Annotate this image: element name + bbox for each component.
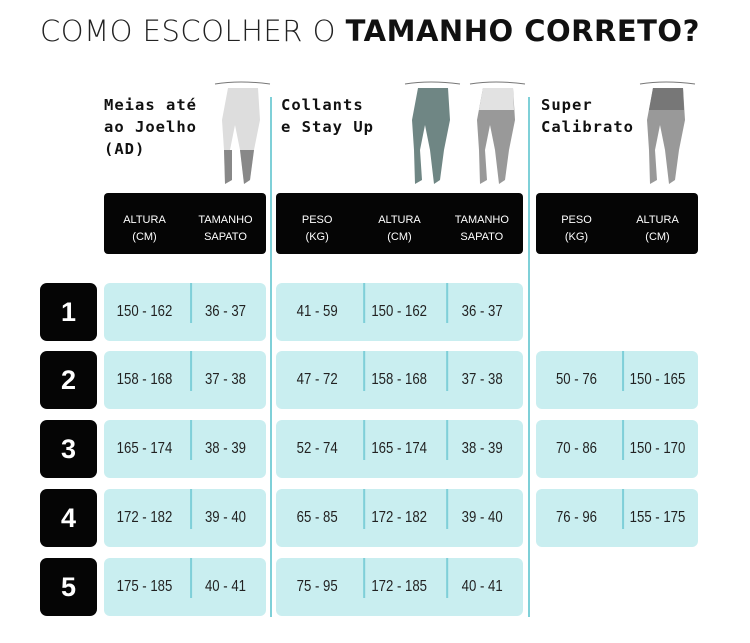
header-super-calibrato: PESO (KG) ALTURA (CM) [536,193,698,254]
table-cell: 150 - 170 [623,440,692,458]
table-row: 50 - 76 150 - 165 [536,351,698,409]
table-cell: 165 - 174 [116,440,173,457]
table-cell: 70 - 86 [555,440,598,457]
table-cell: 172 - 182 [365,509,435,527]
table-row: 172 - 182 39 - 40 [104,489,266,547]
table-cell: 38 - 39 [191,440,260,458]
table-cell: 41 - 59 [296,303,338,320]
stay-up-legs-illustration [469,81,526,184]
table-cell: 40 - 41 [191,578,260,596]
table-cell: 172 - 182 [116,509,173,526]
title-line: Collants [281,96,364,114]
title-line: Calibrato [541,118,634,136]
table-cell: 65 - 85 [296,509,338,526]
table-cell: 47 - 72 [296,371,338,388]
table-cell: 165 - 174 [365,440,435,458]
size-badge: 3 [40,420,97,478]
table-row: 65 - 85 172 - 182 39 - 40 [276,489,523,547]
table-cell: 155 - 175 [623,509,692,527]
table-cell: 76 - 96 [555,509,598,526]
table-cell: 158 - 168 [365,371,435,389]
title-line: e Stay Up [281,118,374,136]
title-line: ao Joelho [104,118,197,136]
col-header-peso: PESO (KG) [301,213,333,243]
table-row: 70 - 86 150 - 170 [536,420,698,478]
table-cell: 37 - 38 [447,371,517,389]
table-row: 165 - 174 38 - 39 [104,420,266,478]
table-cell: 39 - 40 [191,509,260,527]
col-header-altura: ALTURA (CM) [123,213,166,243]
col-header-tamanho-sapato: TAMANHO SAPATO [198,213,253,243]
table-row: 175 - 185 40 - 41 [104,558,266,616]
header-collants: PESO (KG) ALTURA (CM) TAMANHO SAPATO [276,193,523,254]
header-meias: ALTURA (CM) TAMANHO SAPATO [104,193,266,254]
table-row: 75 - 95 172 - 185 40 - 41 [276,558,523,616]
table-cell: 36 - 37 [191,303,260,321]
knee-socks-legs-illustration [214,81,271,184]
table-cell: 75 - 95 [296,578,338,595]
col-header-altura: ALTURA (CM) [378,213,421,243]
group-title-meias: Meias até ao Joelho (AD) [104,94,197,160]
size-badge: 5 [40,558,97,616]
table-row: 150 - 162 36 - 37 [104,283,266,341]
title-regular: COMO ESCOLHER O [40,14,346,48]
table-cell: 158 - 168 [116,371,173,388]
title-line: Super [541,96,593,114]
super-calibrato-legs-illustration [639,81,696,184]
col-header-tamanho-sapato: TAMANHO SAPATO [454,213,509,243]
table-cell: 38 - 39 [447,440,517,458]
table-cell: 36 - 37 [447,303,517,321]
table-cell: 52 - 74 [296,440,338,457]
group-title-collants: Collants e Stay Up [281,94,374,138]
title-bold: TAMANHO CORRETO? [345,14,700,48]
table-row: 52 - 74 165 - 174 38 - 39 [276,420,523,478]
table-cell: 50 - 76 [555,371,598,388]
table-row: 158 - 168 37 - 38 [104,351,266,409]
col-header-altura: ALTURA (CM) [636,213,679,243]
divider [270,97,272,617]
group-title-super-calibrato: Super Calibrato [541,94,634,138]
table-row: 76 - 96 155 - 175 [536,489,698,547]
table-row: 47 - 72 158 - 168 37 - 38 [276,351,523,409]
table-cell: 150 - 162 [365,303,435,321]
size-badge: 2 [40,351,97,409]
table-row: 41 - 59 150 - 162 36 - 37 [276,283,523,341]
col-header-peso: PESO (KG) [561,213,592,243]
table-cell: 150 - 165 [623,371,692,389]
title-line: Meias até [104,96,197,114]
table-cell: 40 - 41 [447,578,517,596]
table-cell: 175 - 185 [116,578,173,595]
table-cell: 39 - 40 [447,509,517,527]
table-cell: 150 - 162 [116,303,173,320]
title-line: (AD) [104,140,146,158]
tights-legs-illustration [404,81,461,184]
page-title: COMO ESCOLHER O TAMANHO CORRETO? [40,14,700,48]
table-cell: 172 - 185 [365,578,435,596]
divider [528,97,530,617]
size-badge: 4 [40,489,97,547]
size-badge: 1 [40,283,97,341]
table-cell: 37 - 38 [191,371,260,389]
